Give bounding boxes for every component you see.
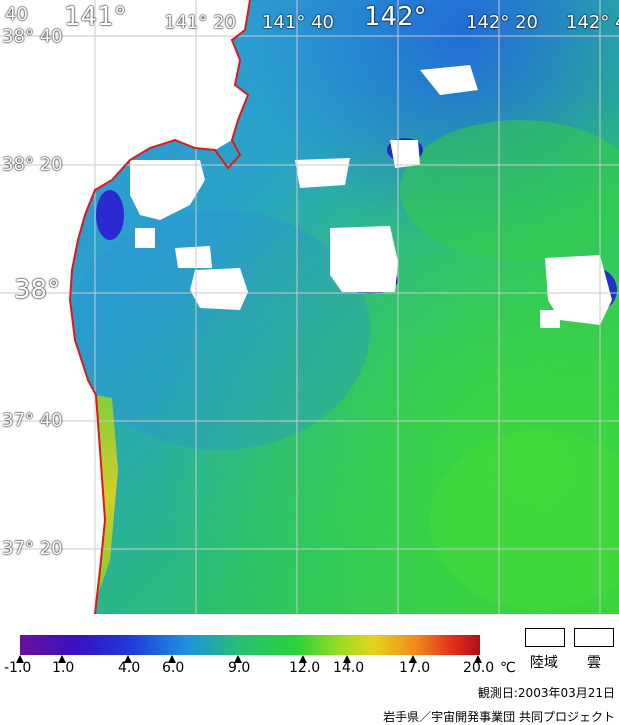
lon-label-141: 141°	[64, 2, 127, 32]
land-swatch	[525, 628, 565, 647]
sst-map: 141° 141° 20 141° 40 142° 142° 20 142° 4…	[0, 0, 619, 614]
scale-tick-label: 20.0	[463, 660, 495, 676]
lat-label-38-20: 38° 20	[2, 154, 63, 175]
lat-label-38: 38°	[14, 275, 61, 305]
scale-tick-marks	[16, 655, 482, 663]
color-scale-bar	[20, 635, 480, 655]
scale-tick-label: 14.0	[333, 660, 365, 676]
lon-label-141-40: 141° 40	[262, 12, 334, 33]
lon-label-142-20: 142° 20	[466, 12, 538, 33]
lon-label-142-40: 142° 4	[566, 12, 619, 33]
graticule	[0, 0, 619, 614]
lon-label-142: 142°	[364, 2, 427, 32]
cloud-swatch	[574, 628, 614, 647]
lat-label-38-40: 38° 40	[2, 26, 63, 47]
color-scale	[16, 635, 482, 663]
cloud-label: 雲	[587, 655, 601, 671]
land-label: 陸域	[530, 655, 558, 671]
lat-label-37-40: 37° 40	[2, 410, 63, 431]
unit-label: ℃	[500, 660, 516, 676]
scale-tick-label: 6.0	[162, 660, 185, 676]
scale-tick-label: 1.0	[52, 660, 75, 676]
credit-line: 岩手県／宇宙開発事業団 共同プロジェクト	[383, 710, 615, 724]
coastline	[68, 0, 251, 614]
scale-tick-label: -1.0	[4, 660, 32, 676]
scale-tick-label: 9.0	[228, 660, 251, 676]
scale-tick-label: 17.0	[399, 660, 431, 676]
corner-label: 40	[5, 4, 28, 25]
land-area	[0, 0, 250, 614]
lon-label-141-20: 141° 20	[164, 12, 236, 33]
scale-tick-label: 12.0	[289, 660, 321, 676]
scale-tick-label: 4.0	[118, 660, 141, 676]
legend: -1.0 1.0 4.0 6.0 9.0 12.0 14.0 17.0 20.0…	[0, 614, 619, 725]
sst-map-svg	[0, 0, 619, 614]
lat-label-37-20: 37° 20	[2, 538, 63, 559]
observation-date: 観測日:2003年03月21日	[477, 686, 615, 700]
